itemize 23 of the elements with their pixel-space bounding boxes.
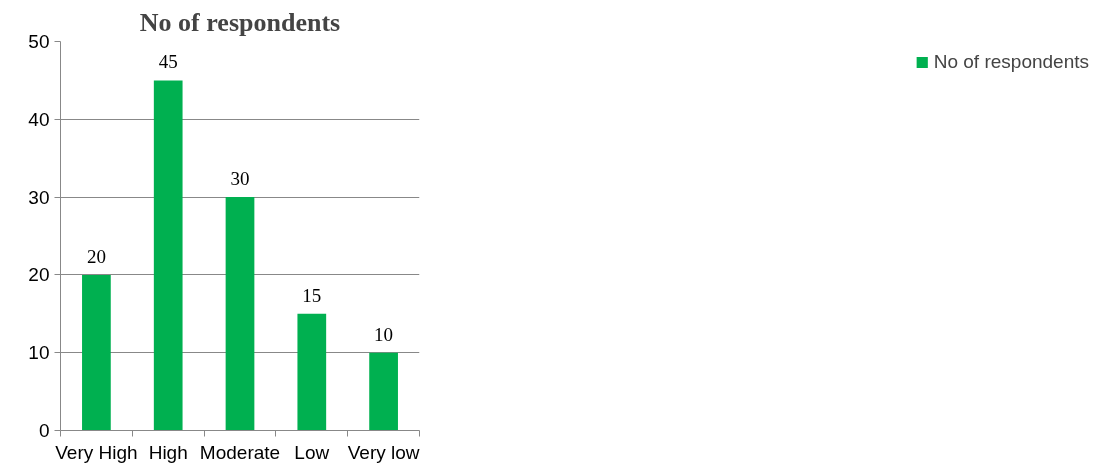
bar xyxy=(369,352,398,431)
y-tick-label: 50 xyxy=(28,31,50,52)
y-tick-label: 20 xyxy=(28,264,50,286)
x-tick-label: Low xyxy=(294,441,330,463)
y-tick-label: 40 xyxy=(28,108,50,130)
data-label: 45 xyxy=(158,51,178,73)
x-tick-label: Very High xyxy=(55,441,138,463)
x-tick-label: Very low xyxy=(347,441,420,463)
bar xyxy=(82,274,111,431)
data-label: 20 xyxy=(86,245,106,267)
x-tick-label: Moderate xyxy=(199,441,281,463)
y-tick-label: 0 xyxy=(38,420,50,441)
data-label: 30 xyxy=(230,168,250,190)
data-label: 10 xyxy=(374,323,394,345)
y-tick-label: 10 xyxy=(28,342,50,364)
bar xyxy=(297,313,327,431)
data-label: 15 xyxy=(302,284,322,306)
y-tick-label: 30 xyxy=(28,186,50,208)
legend-label: No of respondents xyxy=(933,51,1089,73)
x-tick-label: High xyxy=(148,441,188,463)
chart-title: No of respondents xyxy=(139,7,341,37)
bar xyxy=(225,197,255,431)
bar xyxy=(153,80,183,431)
